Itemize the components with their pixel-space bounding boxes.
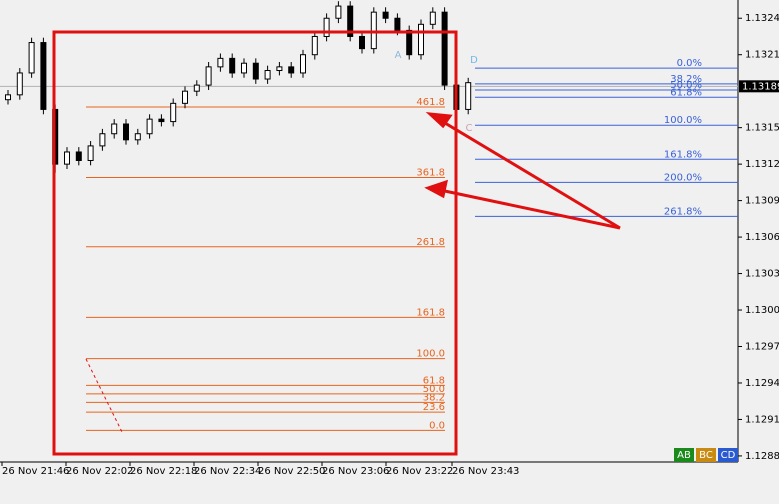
pattern-point-label: A — [395, 50, 402, 61]
x-tick-label: 26 Nov 23:06 — [322, 466, 389, 477]
pattern-button-label[interactable]: BC — [699, 450, 713, 461]
fib-level-label: 100.0 — [416, 349, 445, 360]
fib-level-label: 50.0 — [423, 384, 445, 395]
candle-body — [394, 17, 401, 31]
x-tick-label: 26 Nov 23:22 — [386, 466, 453, 477]
candle-body — [87, 145, 94, 161]
candle-body — [300, 54, 306, 74]
candle-body — [359, 35, 365, 50]
pattern-button[interactable] — [718, 448, 738, 462]
pattern-point-label: D — [470, 55, 478, 66]
fib-level-label: 261.8 — [416, 237, 445, 248]
fib-level-label: 38.2 — [423, 392, 445, 403]
x-tick-label: 26 Nov 22:34 — [194, 466, 261, 477]
candle-body — [229, 57, 236, 74]
pattern-button-label[interactable]: AB — [677, 450, 691, 461]
fib-level-label: 261.8% — [664, 206, 702, 217]
y-tick-label: 1.13215 — [745, 50, 779, 61]
candle-body — [406, 29, 413, 56]
fib-anchor-line — [85, 358, 123, 433]
fib-level-label: 61.8% — [670, 87, 702, 98]
candle-body — [123, 123, 129, 141]
candle-body — [64, 151, 70, 165]
x-tick-label: 26 Nov 22:02 — [66, 466, 133, 477]
candle-body — [170, 102, 177, 123]
fib-level-label: 461.8 — [416, 97, 445, 108]
candle-body — [217, 57, 224, 68]
pattern-button[interactable] — [696, 448, 716, 462]
arrow — [439, 118, 621, 230]
fib-level-label: 0.0% — [677, 58, 702, 69]
candle-body — [146, 118, 153, 135]
candle-body — [241, 62, 247, 74]
fib-level-label: 100.0% — [664, 115, 702, 126]
fib-level-label: 200.0% — [664, 172, 702, 183]
arrow-head — [424, 179, 449, 199]
candle-body — [465, 82, 472, 110]
y-tick-label: 1.13125 — [745, 159, 779, 170]
candle-body — [75, 151, 82, 161]
candle-body — [40, 42, 47, 110]
candle-body — [311, 35, 318, 56]
x-tick-label: 26 Nov 22:18 — [130, 466, 197, 477]
y-tick-label: 1.13155 — [745, 123, 779, 134]
candle-body — [264, 70, 271, 80]
arrow-head — [425, 112, 453, 129]
candle-body — [134, 133, 141, 141]
fib-level-label: 50.0% — [670, 80, 702, 91]
candle-body — [193, 84, 200, 92]
candle-body — [323, 17, 330, 37]
pattern-point-label: C — [466, 123, 473, 134]
x-tick-label: 26 Nov 23:43 — [452, 466, 519, 477]
y-tick-label: 1.13245 — [745, 13, 779, 24]
candle-body — [382, 11, 389, 19]
plot: 1.13245 1.13215 1.13155 1.13125 1.13095 1.130… — [0, 1, 779, 477]
arrow — [439, 188, 621, 230]
y-tick-label: 1.13035 — [745, 269, 779, 280]
current-price-label: 1.13189 — [742, 81, 779, 92]
candle-body — [5, 94, 11, 101]
candle-body — [205, 66, 212, 86]
y-tick-label: 1.12945 — [745, 378, 779, 389]
fib-level-label: 23.6 — [423, 402, 445, 413]
fib-level-label: 161.8% — [664, 149, 702, 160]
candle-body — [158, 118, 165, 123]
candle-body — [111, 123, 118, 135]
y-tick-label: 1.13095 — [745, 196, 779, 207]
candle-body — [335, 5, 342, 19]
x-tick-label: 26 Nov 22:50 — [258, 466, 325, 477]
arrows — [424, 112, 621, 230]
fib-level-label: 38.2% — [670, 74, 702, 85]
candle-body — [288, 66, 295, 74]
highlight-box — [52, 30, 458, 456]
candle-body — [429, 11, 436, 25]
y-tick-label: 1.12885 — [745, 451, 779, 462]
y-tick-label: 1.13065 — [745, 232, 779, 243]
y-tick-label: 1.12975 — [745, 342, 779, 353]
pattern-button-label[interactable]: CD — [721, 450, 736, 461]
fib-level-label: 361.8 — [416, 168, 445, 179]
x-tick-label: 26 Nov 21:46 — [2, 466, 69, 477]
candle-body — [28, 42, 35, 74]
candle-body — [347, 5, 354, 37]
y-tick-label: 1.12915 — [745, 414, 779, 425]
candle-body — [252, 62, 259, 80]
current-price-box — [739, 80, 779, 93]
fib-level-label: 61.8 — [423, 375, 445, 386]
candle-body — [276, 66, 283, 72]
y-tick-label: 1.13005 — [745, 305, 779, 316]
candle-body — [182, 90, 188, 104]
candle-body — [370, 11, 377, 50]
candle-body — [418, 23, 424, 56]
fib-level-label: 0.0 — [429, 420, 445, 431]
pattern-button[interactable] — [674, 448, 694, 462]
fib-level-label: 161.8 — [416, 307, 445, 318]
candle-body — [99, 133, 106, 147]
candle-body — [16, 72, 23, 96]
candle-body — [441, 11, 448, 86]
